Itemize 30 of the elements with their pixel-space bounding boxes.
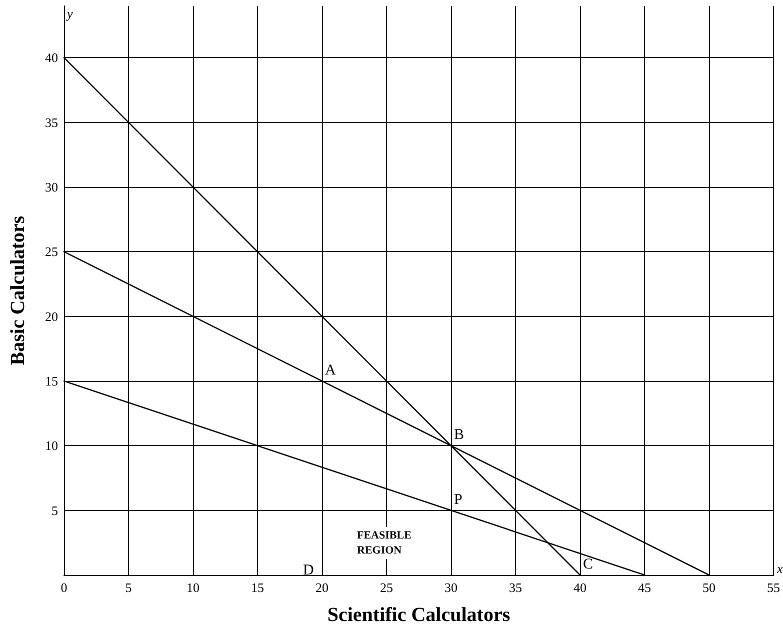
y-tick-label: 35 xyxy=(45,114,58,130)
y-axis-title: Basic Calculators xyxy=(7,216,29,366)
x-tick-label: 25 xyxy=(380,580,393,595)
y-tick-label: 20 xyxy=(45,308,58,324)
annotation: D xyxy=(303,562,314,578)
x-tick-label: 20 xyxy=(316,580,328,595)
x-tick-label: 55 xyxy=(767,580,780,595)
y-tick-label: 15 xyxy=(45,374,58,389)
annotation: FEASIBLE REGION xyxy=(357,530,412,556)
annotation: P xyxy=(454,492,462,508)
annotation: C xyxy=(583,556,594,572)
x-tick-label: 35 xyxy=(509,580,522,595)
x-tick-label: 0 xyxy=(60,580,68,595)
x-axis-title: Scientific Calculators xyxy=(327,604,510,626)
x-tick-label: 5 xyxy=(125,580,132,595)
annotation: y xyxy=(65,6,73,21)
annotation: B xyxy=(454,427,464,444)
text: x xyxy=(776,561,783,576)
x-tick-label: 40 xyxy=(574,580,586,595)
annotation: A xyxy=(325,362,336,379)
x-tick-label: 45 xyxy=(638,580,651,595)
y-tick-label: 5 xyxy=(52,502,58,518)
y-tick-label: 30 xyxy=(45,180,58,195)
y-tick-label: 25 xyxy=(45,244,58,260)
x-tick-label: 30 xyxy=(444,580,458,595)
y-tick-label: 40 xyxy=(45,50,58,66)
x-tick-label: 15 xyxy=(251,580,264,595)
x-tick-label: 10 xyxy=(186,580,200,595)
x-tick-label: 50 xyxy=(702,580,716,595)
y-tick-label: 10 xyxy=(45,438,58,454)
